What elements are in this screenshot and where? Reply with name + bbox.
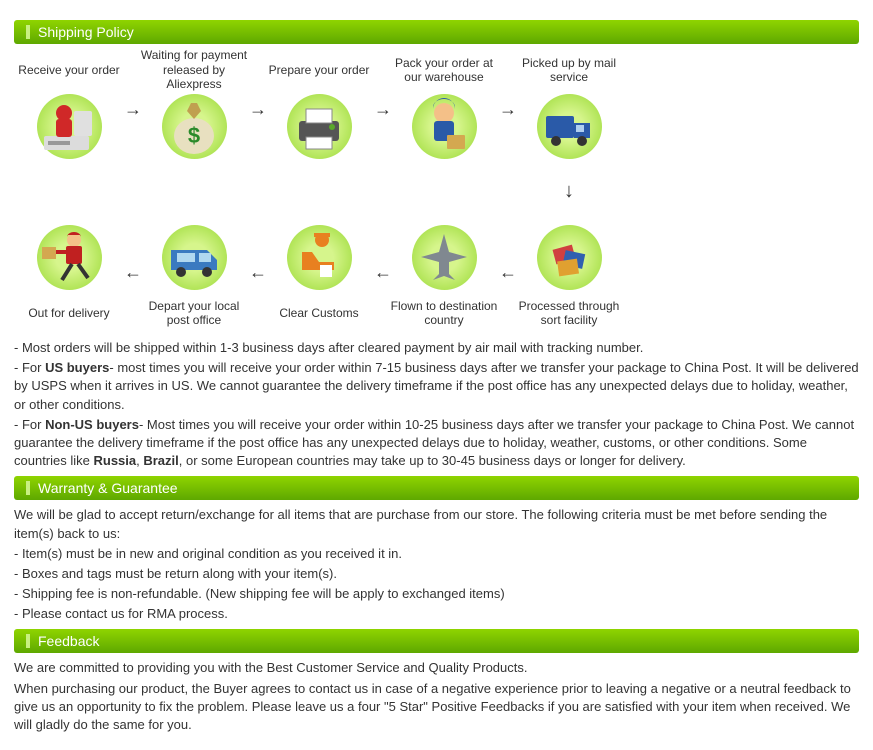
flow-step: Depart your local post office	[139, 217, 249, 329]
customs-icon	[264, 217, 374, 297]
arrow-right-icon: →	[374, 54, 389, 120]
flow-row-bottom: Out for delivery ← Depart your local pos…	[14, 217, 859, 329]
text-line: - Shipping fee is non-refundable. (New s…	[14, 585, 859, 603]
flow-label: Processed through sort facility	[514, 297, 624, 329]
flow-row-top: Receive your order → Waiting for payment…	[14, 54, 859, 166]
flow-label: Flown to destination country	[389, 297, 499, 329]
flow-step: Out for delivery	[14, 217, 124, 329]
text-line: We will be glad to accept return/exchang…	[14, 506, 859, 542]
arrow-right-icon: →	[249, 54, 264, 120]
flow-step: Clear Customs	[264, 217, 374, 329]
text-line: - Item(s) must be in new and original co…	[14, 545, 859, 563]
arrow-left-icon: ←	[499, 217, 514, 283]
text-line: - Most orders will be shipped within 1-3…	[14, 339, 859, 357]
shipping-header: Shipping Policy	[14, 20, 859, 44]
flow-label: Pack your order at our warehouse	[389, 54, 499, 86]
flow-step: Picked up by mail service	[514, 54, 624, 166]
flow-label: Clear Customs	[264, 297, 374, 329]
flow-step: Processed through sort facility	[514, 217, 624, 329]
arrow-left-icon: ←	[124, 217, 139, 283]
truck-icon	[514, 86, 624, 166]
arrow-left-icon: ←	[374, 217, 389, 283]
flow-label: Out for delivery	[14, 297, 124, 329]
sort-facility-icon	[514, 217, 624, 297]
flow-label: Waiting for payment released by Aliexpre…	[139, 54, 249, 86]
delivery-person-icon	[14, 217, 124, 297]
arrow-right-icon: →	[124, 54, 139, 120]
feedback-header-label: Feedback	[38, 633, 99, 649]
warehouse-worker-icon	[389, 86, 499, 166]
flow-step: Flown to destination country	[389, 217, 499, 329]
text-line: - Boxes and tags must be return along wi…	[14, 565, 859, 583]
text-line: When purchasing our product, the Buyer a…	[14, 680, 859, 735]
flow-step: Prepare your order	[264, 54, 374, 166]
printer-icon	[264, 86, 374, 166]
flow-label: Prepare your order	[264, 54, 374, 86]
arrow-left-icon: ←	[249, 217, 264, 283]
warranty-header: Warranty & Guarantee	[14, 476, 859, 500]
flow-step: Pack your order at our warehouse	[389, 54, 499, 166]
money-bag-icon: $	[139, 86, 249, 166]
airplane-icon	[389, 217, 499, 297]
arrow-right-icon: →	[499, 54, 514, 120]
feedback-header: Feedback	[14, 629, 859, 653]
flow-label: Receive your order	[14, 54, 124, 86]
receive-order-icon	[14, 86, 124, 166]
text-line: We are committed to providing you with t…	[14, 659, 859, 677]
text-line: - Please contact us for RMA process.	[14, 605, 859, 623]
flow-label: Picked up by mail service	[514, 54, 624, 86]
text-line: - For US buyers- most times you will rec…	[14, 359, 859, 414]
flow-label: Depart your local post office	[139, 297, 249, 329]
arrow-down-icon: ↓	[514, 176, 624, 207]
svg-text:$: $	[188, 123, 200, 148]
shipping-body: - Most orders will be shipped within 1-3…	[14, 339, 859, 470]
warranty-header-label: Warranty & Guarantee	[38, 480, 178, 496]
warranty-body: We will be glad to accept return/exchang…	[14, 506, 859, 623]
shipping-header-label: Shipping Policy	[38, 24, 134, 40]
van-icon	[139, 217, 249, 297]
flow-step: Waiting for payment released by Aliexpre…	[139, 54, 249, 166]
text-line: - For Non-US buyers- Most times you will…	[14, 416, 859, 471]
flow-step: Receive your order	[14, 54, 124, 166]
